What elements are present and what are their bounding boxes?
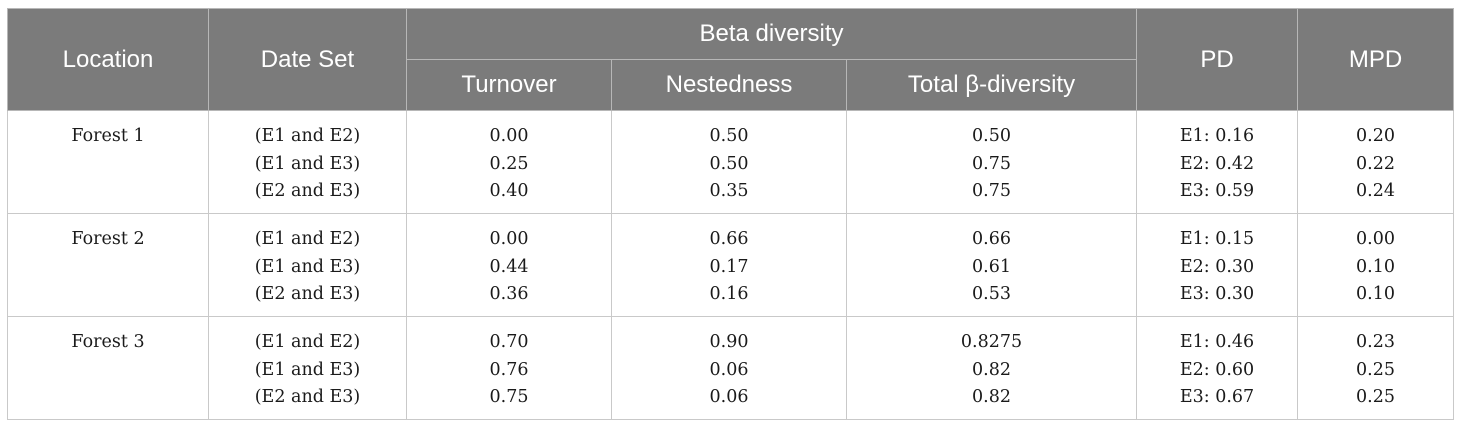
- total-beta-value: 0.75: [972, 181, 1011, 201]
- turnover-value: 0.44: [489, 256, 529, 277]
- nestedness-value: 0.90: [709, 332, 749, 352]
- turnover-value: 0.00: [489, 229, 529, 249]
- header-row-2: Turnover Nestedness Total β-diversity: [8, 59, 1454, 111]
- cell-pd: E1: 0.46 E2: 0.60 E3: 0.67: [1136, 316, 1299, 420]
- pd-value: E1: 0.15: [1179, 229, 1255, 249]
- mpd-value: 0.00: [1356, 229, 1396, 249]
- date-set-value: (E2 and E3): [254, 181, 361, 201]
- cell-date-set: (E1 and E2) (E1 and E3) (E2 and E3): [208, 316, 407, 420]
- turnover-value: 0.75: [489, 387, 529, 407]
- cell-date-set: (E1 and E2) (E1 and E3) (E2 and E3): [208, 213, 407, 317]
- header-row-1: Location Date Set Beta diversity PD MPD: [7, 8, 1455, 111]
- location-label: Forest 2: [71, 229, 145, 249]
- pd-value: E1: 0.16: [1179, 126, 1255, 146]
- date-set-value: (E1 and E2): [254, 229, 361, 249]
- nestedness-value: 0.35: [709, 181, 749, 201]
- header-date-set: Date Set: [208, 8, 407, 111]
- table-header: Location Date Set Beta diversity PD MPD …: [7, 8, 1455, 111]
- pd-value: E2: 0.60: [1179, 359, 1255, 380]
- pd-value: E3: 0.30: [1179, 284, 1255, 304]
- total-beta-value: 0.66: [972, 229, 1011, 249]
- nestedness-value: 0.06: [709, 387, 749, 407]
- cell-mpd: 0.00 0.10 0.10: [1297, 213, 1455, 317]
- cell-date-set: (E1 and E2) (E1 and E3) (E2 and E3): [208, 110, 407, 214]
- cell-pd: E1: 0.15 E2: 0.30 E3: 0.30: [1136, 213, 1299, 317]
- location-label: Forest 1: [71, 126, 145, 146]
- diversity-table-container: Location Date Set Beta diversity PD MPD …: [7, 8, 1455, 420]
- turnover-value: 0.70: [489, 332, 529, 352]
- total-beta-value: 0.8275: [960, 332, 1023, 352]
- mpd-value: 0.10: [1356, 284, 1396, 304]
- cell-nestedness: 0.50 0.50 0.35: [611, 110, 847, 214]
- turnover-value: 0.36: [489, 284, 529, 304]
- cell-location: Forest 3: [7, 316, 209, 420]
- cell-total-beta: 0.66 0.61 0.53: [845, 213, 1138, 317]
- turnover-value: 0.25: [489, 153, 529, 174]
- mpd-value: 0.25: [1356, 387, 1396, 407]
- table-body: Forest 1 (E1 and E2) (E1 and E3) (E2 and…: [7, 110, 1455, 420]
- mpd-value: 0.23: [1356, 332, 1396, 352]
- cell-total-beta: 0.50 0.75 0.75: [845, 110, 1138, 214]
- pd-value: E2: 0.30: [1179, 256, 1255, 277]
- location-label: Forest 3: [71, 332, 145, 352]
- total-beta-value: 0.61: [972, 256, 1011, 277]
- date-set-value: (E1 and E2): [254, 332, 361, 352]
- mpd-value: 0.10: [1356, 256, 1396, 277]
- header-pd: PD: [1136, 8, 1299, 111]
- mpd-value: 0.25: [1356, 359, 1396, 380]
- date-set-value: (E1 and E2): [254, 126, 361, 146]
- header-total-beta: Total β-diversity: [845, 59, 1138, 111]
- cell-turnover: 0.00 0.44 0.36: [406, 213, 612, 317]
- nestedness-value: 0.16: [709, 284, 749, 304]
- date-set-value: (E2 and E3): [254, 387, 361, 407]
- nestedness-value: 0.50: [709, 153, 749, 174]
- header-beta-diversity: Beta diversity: [405, 8, 1138, 60]
- pd-value: E2: 0.42: [1179, 153, 1255, 174]
- nestedness-value: 0.17: [709, 256, 749, 277]
- nestedness-value: 0.06: [709, 359, 749, 380]
- header-mpd: MPD: [1297, 8, 1455, 111]
- turnover-value: 0.00: [489, 126, 529, 146]
- nestedness-value: 0.50: [709, 126, 749, 146]
- table-row: Forest 1 (E1 and E2) (E1 and E3) (E2 and…: [7, 110, 1455, 214]
- total-beta-value: 0.82: [972, 387, 1011, 407]
- cell-mpd: 0.23 0.25 0.25: [1297, 316, 1455, 420]
- turnover-value: 0.40: [489, 181, 529, 201]
- nestedness-value: 0.66: [709, 229, 749, 249]
- header-turnover: Turnover: [406, 59, 612, 111]
- total-beta-value: 0.75: [972, 153, 1011, 174]
- cell-nestedness: 0.90 0.06 0.06: [611, 316, 847, 420]
- date-set-value: (E1 and E3): [254, 256, 361, 277]
- total-beta-value: 0.50: [972, 126, 1011, 146]
- pd-value: E1: 0.46: [1179, 332, 1255, 352]
- mpd-value: 0.20: [1356, 126, 1396, 146]
- mpd-value: 0.22: [1356, 153, 1396, 174]
- cell-location: Forest 2: [7, 213, 209, 317]
- mpd-value: 0.24: [1356, 181, 1396, 201]
- date-set-value: (E1 and E3): [254, 359, 361, 380]
- cell-turnover: 0.00 0.25 0.40: [406, 110, 612, 214]
- cell-nestedness: 0.66 0.17 0.16: [611, 213, 847, 317]
- table-row: Forest 3 (E1 and E2) (E1 and E3) (E2 and…: [7, 316, 1455, 420]
- cell-turnover: 0.70 0.76 0.75: [406, 316, 612, 420]
- header-location: Location: [7, 8, 209, 111]
- diversity-table: Location Date Set Beta diversity PD MPD …: [7, 8, 1455, 420]
- pd-value: E3: 0.59: [1179, 181, 1255, 201]
- header-nestedness: Nestedness: [611, 59, 847, 111]
- cell-pd: E1: 0.16 E2: 0.42 E3: 0.59: [1136, 110, 1299, 214]
- total-beta-value: 0.82: [972, 359, 1011, 380]
- date-set-value: (E1 and E3): [254, 153, 361, 174]
- cell-location: Forest 1: [7, 110, 209, 214]
- pd-value: E3: 0.67: [1179, 387, 1255, 407]
- turnover-value: 0.76: [489, 359, 529, 380]
- date-set-value: (E2 and E3): [254, 284, 361, 304]
- cell-total-beta: 0.8275 0.82 0.82: [845, 316, 1138, 420]
- total-beta-value: 0.53: [972, 284, 1011, 304]
- cell-mpd: 0.20 0.22 0.24: [1297, 110, 1455, 214]
- table-row: Forest 2 (E1 and E2) (E1 and E3) (E2 and…: [7, 213, 1455, 317]
